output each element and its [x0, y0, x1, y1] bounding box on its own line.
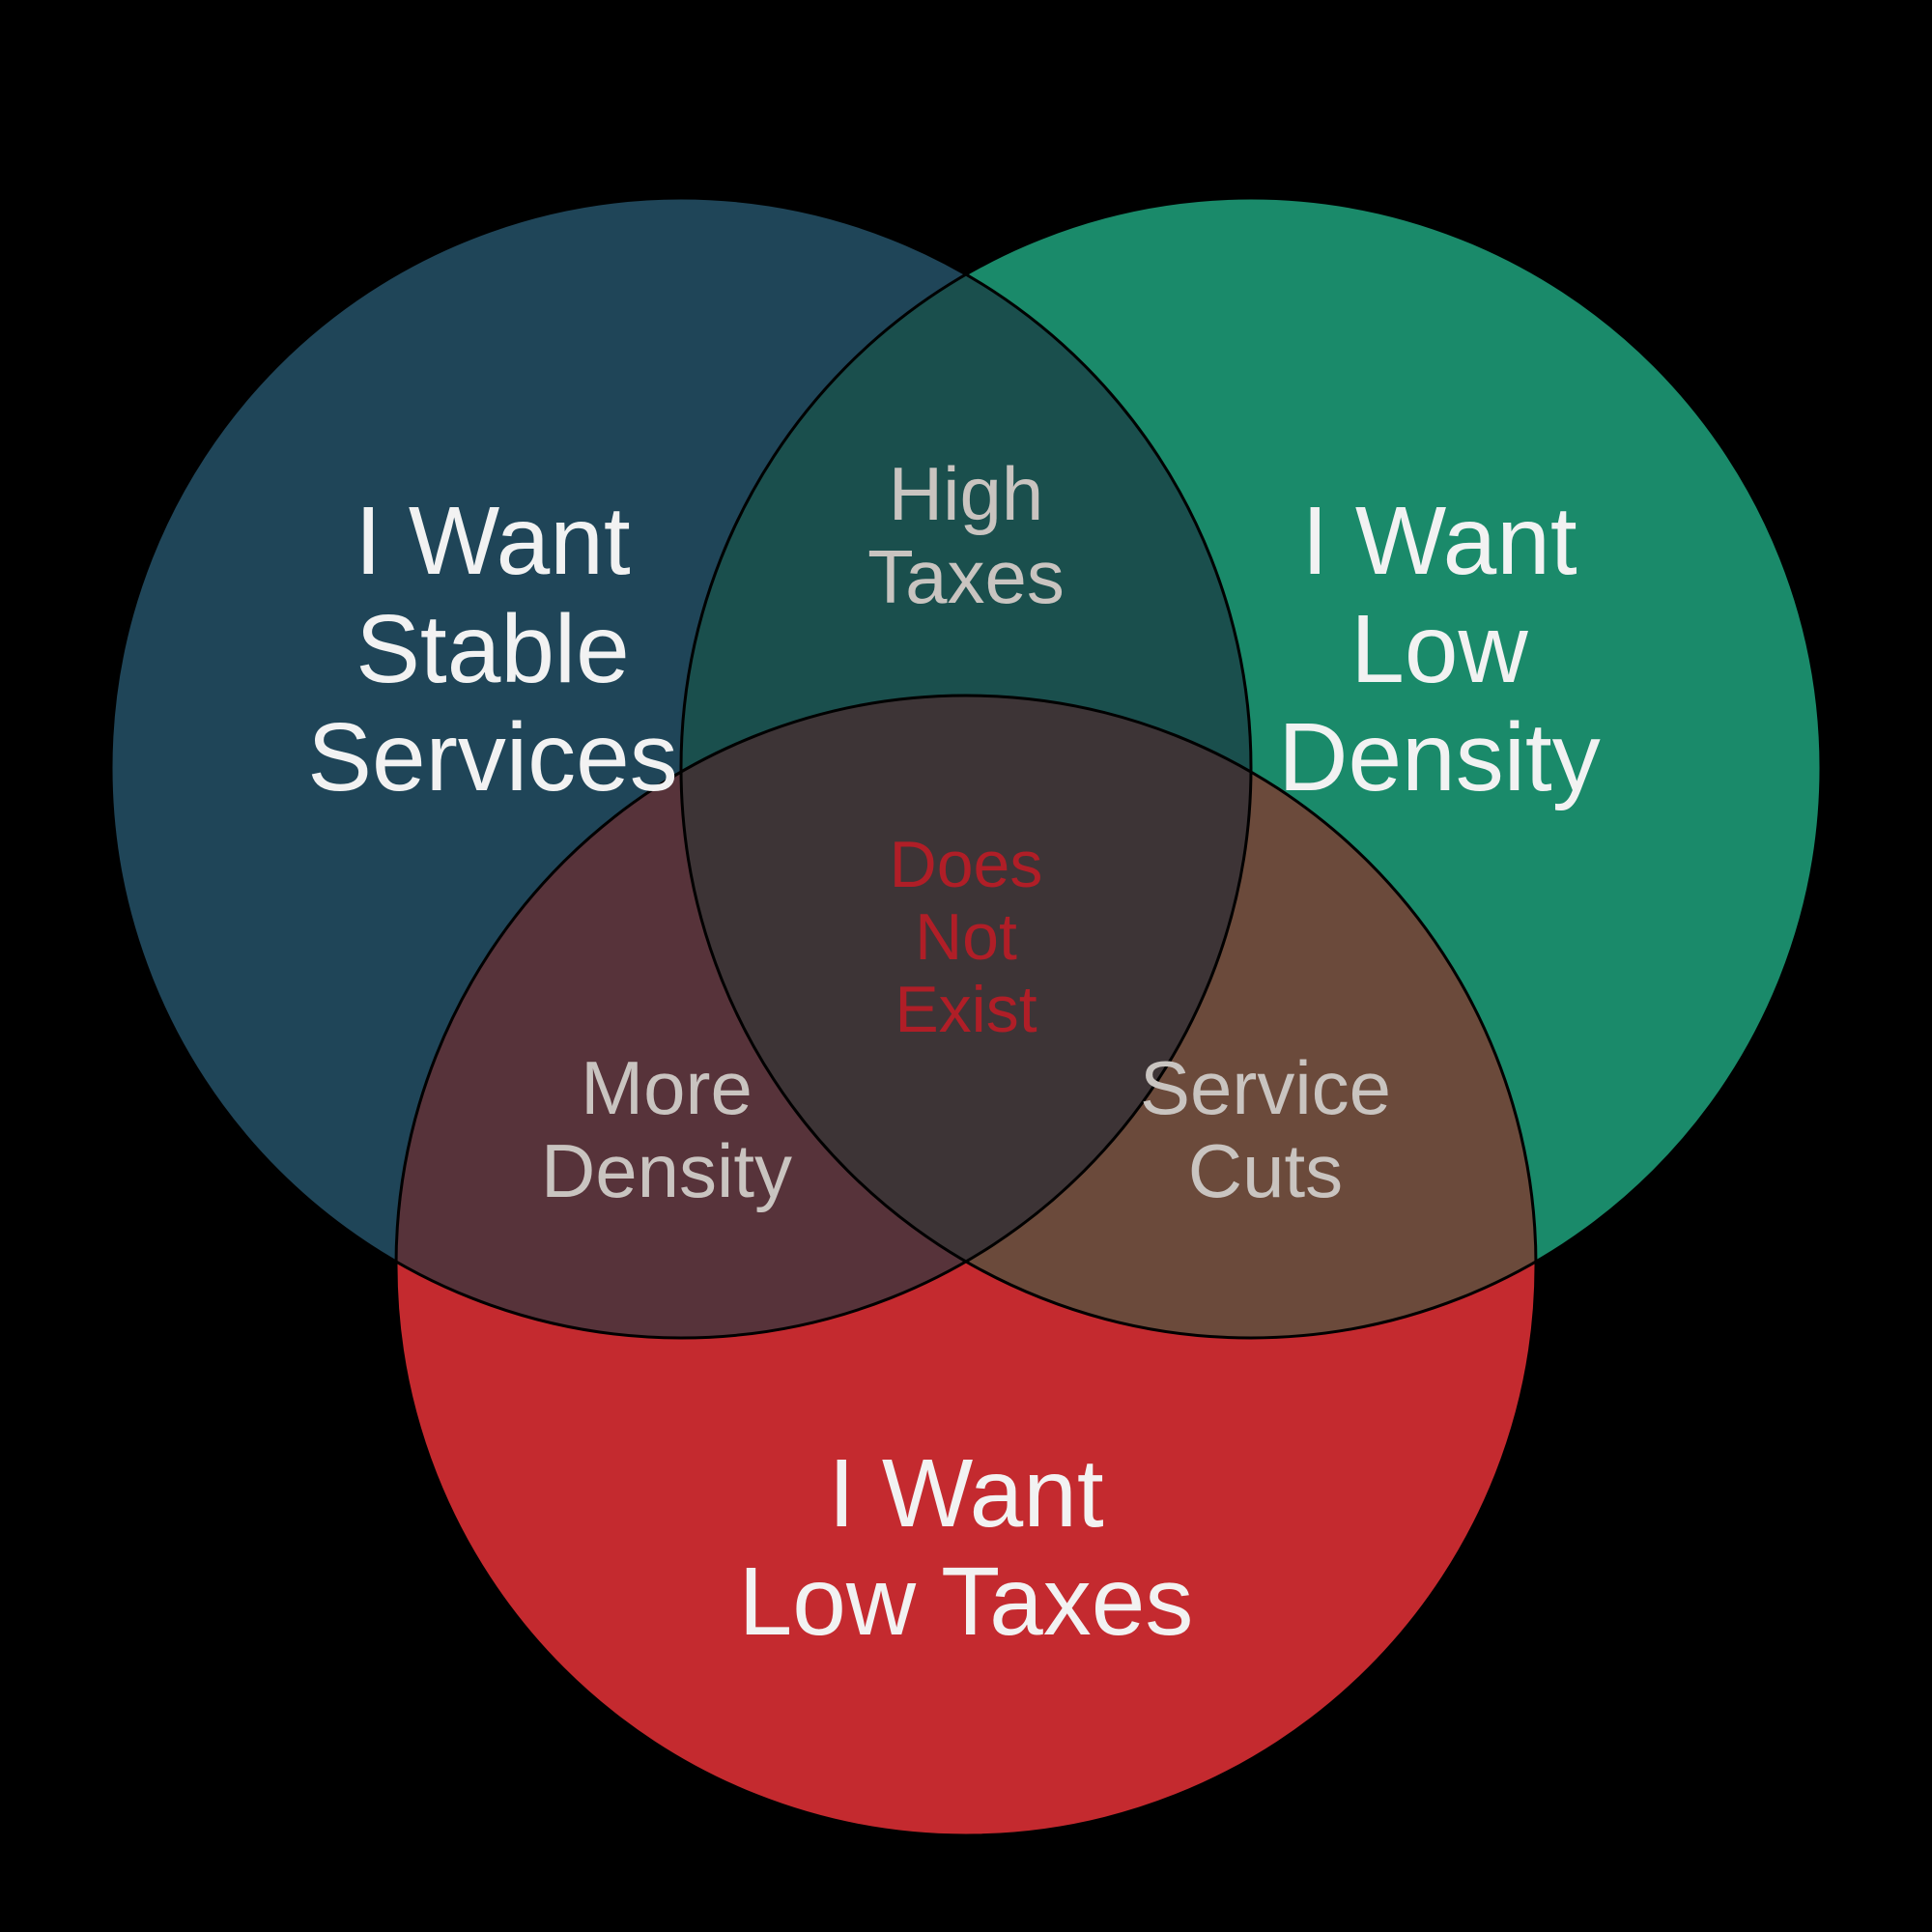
venn-diagram: I WantStableServicesI WantLowDensityI Wa… — [0, 0, 1932, 1932]
label-ab: HighTaxes — [867, 451, 1065, 619]
venn-svg: I WantStableServicesI WantLowDensityI Wa… — [0, 0, 1932, 1932]
label-a: I WantStableServices — [307, 487, 677, 811]
